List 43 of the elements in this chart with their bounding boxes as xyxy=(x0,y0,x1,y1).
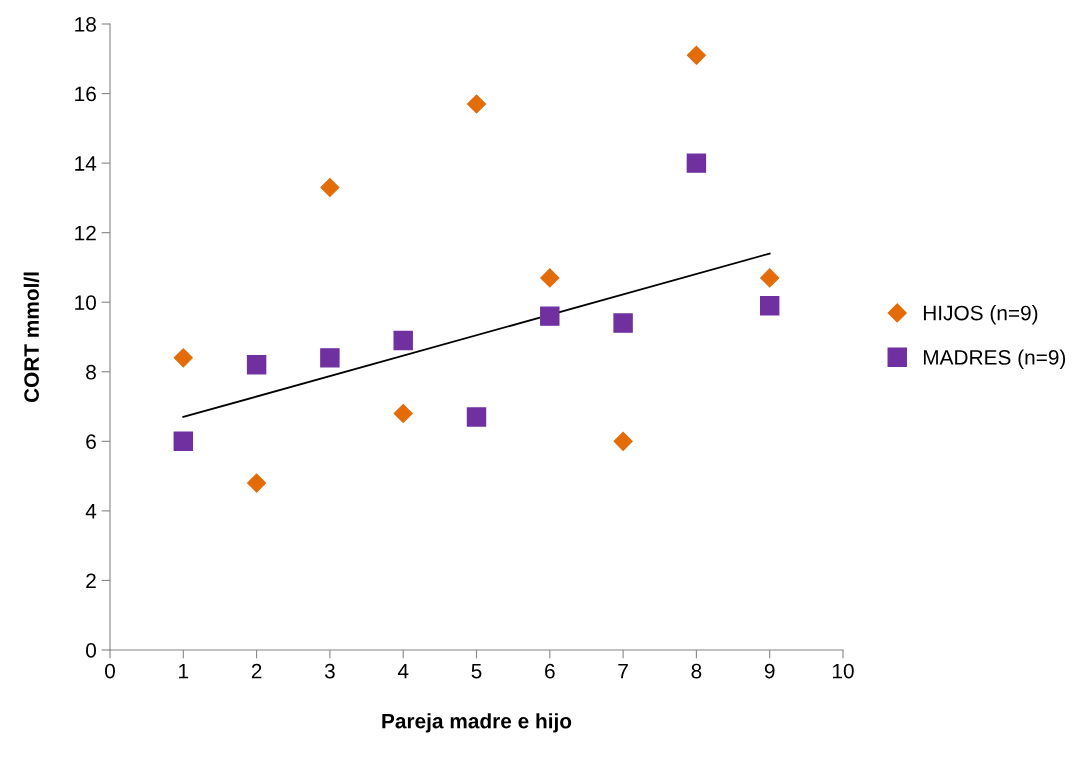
point xyxy=(613,313,633,333)
x-tick-label: 2 xyxy=(251,663,262,679)
point xyxy=(320,348,340,368)
x-tick-label: 9 xyxy=(764,663,775,679)
point xyxy=(760,268,780,288)
point xyxy=(466,94,487,114)
point xyxy=(686,153,707,173)
x-tick-label: 8 xyxy=(691,663,702,679)
point xyxy=(613,431,633,451)
x-tick-label: 7 xyxy=(618,663,628,679)
x-tick-label: 6 xyxy=(545,663,555,679)
x-tick-label: 5 xyxy=(471,663,482,679)
y-tick-label: 12 xyxy=(75,225,96,241)
y-tick-label: 4 xyxy=(85,504,97,519)
point xyxy=(247,473,267,493)
point xyxy=(173,348,193,368)
y-tick-label: 18 xyxy=(75,17,96,32)
legend-label: MADRES (n=9) xyxy=(923,349,1066,369)
point xyxy=(393,403,413,424)
x-tick-label: 4 xyxy=(397,663,409,679)
point xyxy=(320,177,340,197)
x-tick-label: 3 xyxy=(324,663,335,679)
point xyxy=(759,295,780,316)
y-tick-label: 6 xyxy=(86,434,96,450)
point xyxy=(540,306,560,326)
y-tick-label: 10 xyxy=(75,295,96,310)
point xyxy=(246,355,267,375)
legend-label: HIJOS (n=9) xyxy=(923,305,1038,325)
y-tick-label: 16 xyxy=(75,86,96,102)
y-axis-title: CORT mmol/l xyxy=(23,272,40,403)
y-tick-label: 8 xyxy=(86,364,96,380)
y-tick-label: 0 xyxy=(86,643,96,658)
y-tick-label: 14 xyxy=(75,156,97,171)
point xyxy=(393,330,413,351)
x-tick-label: 10 xyxy=(833,663,854,679)
y-tick-label: 2 xyxy=(86,573,96,588)
x-axis-title: Pareja madre e hijo xyxy=(382,713,572,733)
point xyxy=(540,268,560,288)
point xyxy=(173,431,194,452)
x-tick-label: 0 xyxy=(105,663,115,679)
point xyxy=(686,45,706,65)
point xyxy=(466,407,487,427)
x-tick-label: 1 xyxy=(179,663,189,679)
